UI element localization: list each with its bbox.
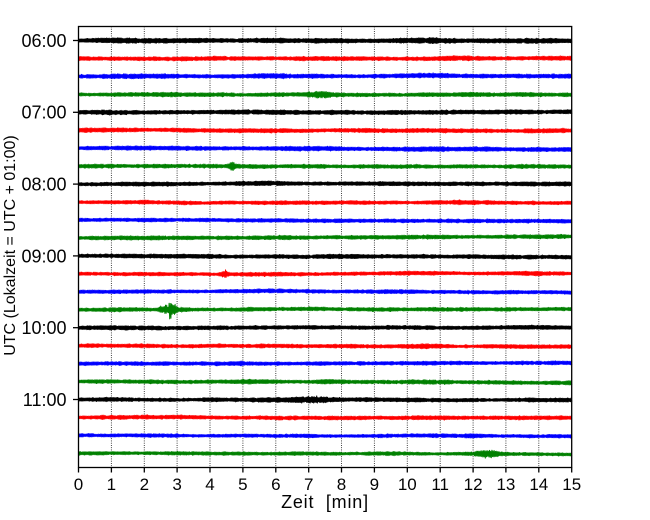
svg-text:Zeit [min]: Zeit [min] (281, 492, 369, 512)
svg-text:10: 10 (398, 475, 417, 494)
svg-text:9: 9 (370, 475, 379, 494)
svg-text:12: 12 (464, 475, 483, 494)
svg-text:8: 8 (337, 475, 346, 494)
svg-text:06:00: 06:00 (21, 31, 66, 51)
svg-text:13: 13 (496, 475, 515, 494)
svg-text:4: 4 (205, 475, 214, 494)
svg-text:11:00: 11:00 (23, 390, 67, 410)
svg-text:3: 3 (172, 475, 181, 494)
svg-text:1: 1 (107, 475, 116, 494)
svg-text:2: 2 (140, 475, 149, 494)
svg-text:08:00: 08:00 (21, 175, 66, 195)
svg-text:07:00: 07:00 (21, 103, 66, 123)
svg-text:11: 11 (431, 475, 449, 494)
svg-text:0: 0 (74, 475, 83, 494)
svg-text:14: 14 (529, 475, 548, 494)
svg-text:UTC (Lokalzeit = UTC + 01:00): UTC (Lokalzeit = UTC + 01:00) (2, 135, 19, 356)
svg-text:09:00: 09:00 (21, 246, 66, 266)
svg-text:5: 5 (238, 475, 247, 494)
svg-text:7: 7 (304, 475, 313, 494)
svg-text:15: 15 (562, 475, 581, 494)
svg-text:6: 6 (271, 475, 280, 494)
svg-text:10:00: 10:00 (21, 318, 66, 338)
